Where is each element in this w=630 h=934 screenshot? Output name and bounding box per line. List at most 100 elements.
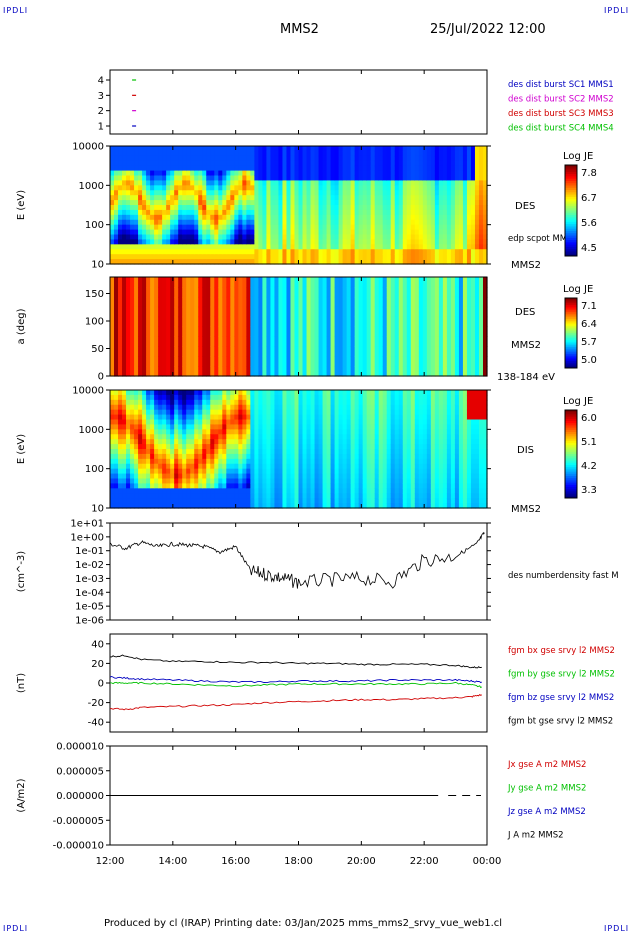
des-energy-pixel [270, 155, 276, 162]
dis-energy-pixel [162, 409, 167, 416]
des-energy-pixel [474, 150, 480, 157]
des-energy-pixel [190, 205, 195, 211]
dis-energy-pixel [334, 473, 340, 480]
dis-energy-pixel [362, 444, 368, 450]
des-energy-pixel [214, 249, 219, 255]
des-energy-pixel [434, 219, 440, 226]
des-energy-pixel [430, 146, 436, 152]
des-pitch-pixel [238, 366, 243, 377]
dis-energy-pixel [142, 488, 147, 494]
des-pitch-pixel [278, 316, 284, 328]
des-energy-pixel [254, 170, 259, 177]
dis-energy-pixel [342, 463, 348, 470]
des-energy-pixel [446, 244, 452, 250]
dis-energy-pixel [338, 493, 344, 499]
dis-energy-pixel [138, 493, 143, 499]
des-energy-pixel [350, 219, 356, 226]
des-energy-pixel [130, 155, 135, 162]
des-pitch-pixel [374, 277, 380, 288]
des-energy-pixel [338, 150, 344, 157]
dis-energy-pixel [118, 390, 123, 396]
des-energy-pixel [238, 190, 243, 196]
des-energy-pixel [218, 146, 223, 152]
dis-energy-pixel [254, 503, 259, 509]
dis-energy-pixel [270, 483, 276, 489]
des-energy-pixel [318, 155, 324, 162]
des-energy-pixel [118, 180, 123, 186]
dis-energy-pixel [350, 404, 356, 411]
des-energy-pixel [194, 219, 199, 226]
des-energy-pixel [170, 254, 175, 260]
dis-energy-pixel [214, 434, 219, 440]
des-energy-pixel [406, 229, 412, 236]
des-energy-pixel [214, 239, 219, 245]
des-energy-pixel [426, 185, 432, 191]
des-energy-pixel [166, 160, 171, 167]
dis-energy-pixel [282, 449, 288, 455]
des-energy-pixel [482, 254, 488, 260]
dis-energy-pixel [246, 449, 251, 455]
des-energy-pixel [426, 200, 432, 206]
des-energy-pixel [382, 170, 388, 177]
des-energy-pixel [346, 185, 352, 191]
des-pitch-pixel [262, 336, 268, 347]
des-energy-pixel [130, 180, 135, 186]
dis-energy-pixel [278, 399, 284, 406]
des-energy-pixel [246, 170, 251, 177]
des-energy-pixel [462, 219, 468, 226]
dis-energy-pixel [246, 498, 251, 504]
dis-energy-pixel [154, 434, 159, 440]
des-energy-pixel [110, 224, 115, 231]
des-energy-pixel [270, 259, 276, 265]
des-energy-pixel [482, 170, 488, 177]
dis-energy-pixel [362, 449, 368, 455]
dis-energy-pixel [178, 414, 183, 421]
dis-energy-pixel [158, 429, 163, 435]
des-pitch-pixel [474, 356, 480, 367]
des-energy-pixel [362, 229, 368, 236]
des-energy-pixel [370, 214, 376, 221]
dis-energy-pixel [334, 458, 340, 465]
des-energy-pixel [230, 219, 235, 226]
des-pitch-colorbar-label: 6.4 [581, 319, 597, 330]
dis-energy-pixel [230, 493, 235, 499]
dis-energy-pixel [214, 439, 219, 445]
des-pitch-pixel [418, 326, 424, 337]
des-pitch-pixel [342, 326, 348, 337]
des-energy-pixel [342, 165, 348, 172]
dis-energy-pixel [378, 419, 384, 426]
des-energy-pixel [242, 160, 247, 167]
des-energy-pixel [362, 249, 368, 255]
des-pitch-pixel [342, 286, 348, 298]
des-energy-pixel [474, 234, 480, 241]
des-energy-pixel [114, 180, 119, 186]
dis-energy-pixel [138, 414, 143, 421]
des-pitch-pixel [322, 366, 328, 377]
des-energy-pixel [298, 175, 304, 182]
dis-energy-pixel [302, 503, 308, 509]
des-pitch-pixel [114, 326, 119, 337]
des-pitch-pixel [278, 326, 284, 337]
dis-energy-pixel [362, 394, 368, 401]
des-energy-pixel [262, 229, 268, 236]
des-energy-pixel [170, 160, 175, 167]
des-energy-pixel [166, 224, 171, 231]
dis-energy-pixel [366, 458, 372, 465]
dis-energy-pixel [302, 444, 308, 450]
des-energy-pixel [430, 244, 436, 250]
des-energy-pixel [154, 165, 159, 172]
des-energy-pixel [202, 195, 207, 201]
des-pitch-pixel [258, 306, 264, 318]
des-energy-pixel [230, 146, 235, 152]
dis-energy-pixel [202, 414, 207, 421]
des-energy-pixel [190, 234, 195, 241]
des-energy-pixel [114, 150, 119, 157]
des-pitch-pixel [166, 366, 171, 377]
dis-energy-pixel [210, 394, 215, 401]
des-energy-pixel [306, 150, 312, 157]
des-energy-pixel [406, 190, 412, 196]
des-energy-pixel [226, 175, 231, 182]
dis-energy-pixel [254, 473, 259, 480]
des-energy-pixel [278, 219, 284, 226]
des-pitch-pixel [442, 336, 448, 347]
